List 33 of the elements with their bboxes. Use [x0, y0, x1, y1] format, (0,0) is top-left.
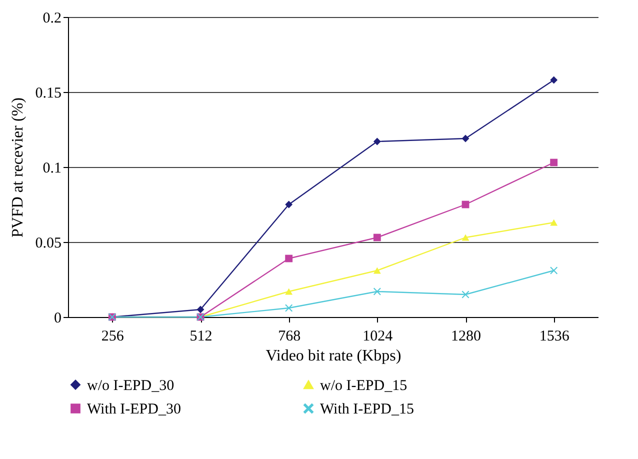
x-tick-label: 1280	[451, 328, 481, 344]
legend-label: w/o I-EPD_30	[87, 378, 174, 394]
point	[373, 234, 381, 242]
point	[373, 138, 381, 146]
point	[285, 200, 293, 208]
x-tick-label: 1536	[539, 328, 570, 344]
point	[373, 267, 381, 274]
point	[462, 134, 470, 142]
point	[550, 266, 558, 274]
point	[373, 288, 381, 296]
legend-label: w/o I-EPD_15	[320, 378, 408, 394]
x-tick-label: 768	[278, 328, 301, 344]
point	[550, 158, 558, 166]
point	[550, 219, 558, 226]
point	[196, 306, 204, 314]
legend-label: With I-EPD_30	[87, 402, 181, 418]
point	[285, 304, 293, 312]
y-tick-label: 0.05	[35, 236, 62, 252]
y-tick-label: 0.2	[42, 10, 62, 26]
y-tick-label: 0	[54, 310, 62, 326]
y-axis-title: PVFD at recevier (%)	[9, 98, 26, 238]
y-tick-label: 0.1	[42, 160, 62, 176]
x-axis-title: Video bit rate (Kbps)	[266, 348, 402, 364]
point	[285, 254, 293, 262]
x-tick-label: 1024	[362, 328, 394, 344]
legend-label: With I-EPD_15	[320, 402, 414, 418]
x-tick-label: 256	[101, 328, 124, 344]
point	[462, 290, 470, 298]
y-tick-label: 0.15	[35, 86, 62, 102]
point	[285, 288, 293, 295]
point	[462, 234, 470, 241]
point	[550, 76, 558, 84]
x-tick-label: 512	[190, 328, 212, 344]
